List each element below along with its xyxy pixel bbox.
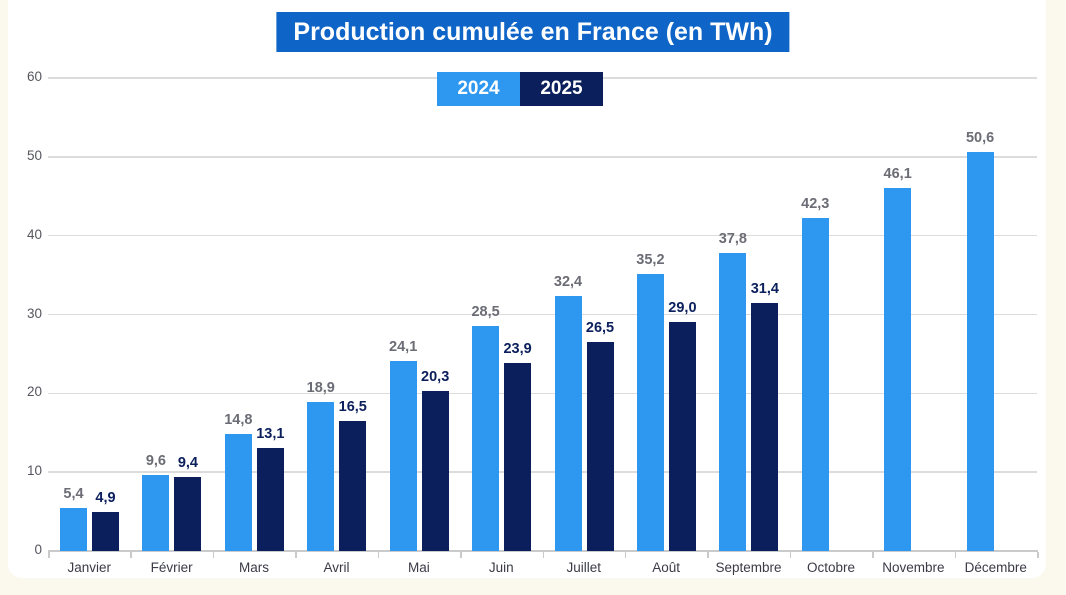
bar-2024-novembre	[884, 187, 912, 551]
bar-2024-mars	[224, 434, 252, 551]
x-axis-label-novembre: Novembre	[882, 560, 945, 575]
x-axis-label-mai: Mai	[407, 560, 430, 575]
bar-2025-juin	[504, 362, 532, 551]
bar-value-label-2025-juillet: 26,5	[585, 320, 615, 337]
x-axis-tickmark	[789, 552, 792, 558]
bar-2025-avril	[339, 420, 367, 551]
bar-2025-février	[174, 476, 202, 551]
y-axis-tick-label: 10	[26, 463, 42, 479]
x-axis-tickmark	[295, 552, 297, 558]
legend: 2024 2025	[437, 72, 603, 106]
bar-value-label-2025-avril: 16,5	[338, 398, 367, 415]
bar-value-label-2024-novembre: 46,1	[883, 165, 912, 182]
gridline-30	[48, 313, 1037, 316]
x-axis-label-octobre: Octobre	[806, 560, 855, 575]
bar-value-label-2024-avril: 18,9	[306, 380, 335, 396]
x-axis-tickmark	[624, 552, 627, 558]
bar-2024-octobre	[801, 217, 829, 551]
y-axis-tick-label: 20	[26, 384, 42, 400]
bar-2025-juillet	[586, 342, 614, 551]
bar-2024-août	[636, 273, 664, 551]
x-axis-tickmark	[377, 552, 380, 558]
bar-2024-mai	[389, 361, 417, 551]
bar-value-label-2025-juin: 23,9	[503, 340, 532, 357]
x-axis-label-décembre: Décembre	[964, 560, 1027, 575]
y-axis-tick-label: 30	[26, 305, 42, 321]
bar-value-label-2025-septembre: 31,4	[750, 281, 779, 298]
x-axis-label-août: Août	[652, 560, 680, 575]
bar-2025-janvier	[92, 512, 119, 551]
bar-2025-mars	[256, 447, 284, 551]
gridline-20	[48, 392, 1037, 395]
bar-value-label-2024-juillet: 32,4	[553, 273, 583, 290]
bar-value-label-2024-mars: 14,8	[224, 412, 253, 429]
bar-2025-août	[668, 322, 696, 551]
legend-item-2024: 2024	[437, 72, 520, 106]
x-axis-tickmark	[542, 552, 544, 558]
bar-value-label-2024-septembre: 37,8	[718, 231, 747, 247]
bar-value-label-2025-mai: 20,3	[421, 368, 450, 385]
bar-2024-janvier	[60, 508, 87, 551]
gridline-10	[48, 471, 1037, 473]
x-axis-label-juin: Juin	[488, 560, 514, 575]
bar-value-label-2025-août: 29,0	[668, 300, 697, 317]
x-axis-line	[48, 550, 1038, 552]
bar-value-label-2024-octobre: 42,3	[801, 195, 830, 212]
gridline-50	[48, 156, 1037, 158]
x-axis-label-avril: Avril	[323, 560, 350, 575]
bar-value-label-2024-décembre: 50,6	[965, 130, 995, 147]
x-axis-tickmark	[872, 552, 874, 558]
bar-value-label-2025-janvier: 4,9	[95, 490, 116, 507]
x-axis-tickmark	[707, 552, 709, 558]
bar-value-label-2024-août: 35,2	[636, 251, 665, 268]
x-axis-label-février: Février	[150, 560, 193, 575]
y-axis-tick-label: 40	[26, 226, 42, 242]
bar-value-label-2024-mai: 24,1	[389, 339, 418, 355]
x-axis-tickmark	[130, 552, 132, 558]
x-axis-tickmark	[1037, 552, 1039, 558]
x-axis-label-janvier: Janvier	[67, 560, 111, 575]
x-axis-tickmark	[48, 552, 50, 558]
x-axis-tickmark	[212, 552, 215, 558]
x-axis-tickmark	[954, 552, 957, 558]
x-axis-label-juillet: Juillet	[566, 560, 601, 575]
bar-2024-avril	[307, 402, 335, 551]
bar-value-label-2024-janvier: 5,4	[63, 486, 84, 503]
y-axis-tick-label: 50	[26, 147, 42, 163]
bar-2024-juin	[472, 326, 500, 551]
y-axis-tick-label: 60	[26, 69, 42, 84]
y-axis-tick-label: 0	[34, 542, 42, 557]
chart-title: Production cumulée en France (en TWh)	[276, 12, 790, 52]
x-axis-label-septembre: Septembre	[715, 560, 782, 575]
bar-2024-décembre	[966, 152, 994, 551]
bar-value-label-2025-février: 9,4	[177, 454, 198, 471]
bar-value-label-2024-février: 9,6	[145, 453, 166, 470]
legend-item-2025: 2025	[520, 72, 603, 106]
x-axis-label-mars: Mars	[239, 560, 270, 575]
gridline-40	[48, 234, 1037, 237]
bar-2025-mai	[421, 390, 449, 551]
bar-2024-septembre	[719, 253, 747, 551]
x-axis-tickmark	[460, 552, 462, 558]
bar-2025-septembre	[751, 303, 779, 551]
bar-2024-juillet	[554, 295, 582, 551]
bar-value-label-2024-juin: 28,5	[471, 304, 500, 321]
bar-value-label-2025-mars: 13,1	[256, 425, 285, 442]
bar-2024-février	[142, 475, 170, 551]
